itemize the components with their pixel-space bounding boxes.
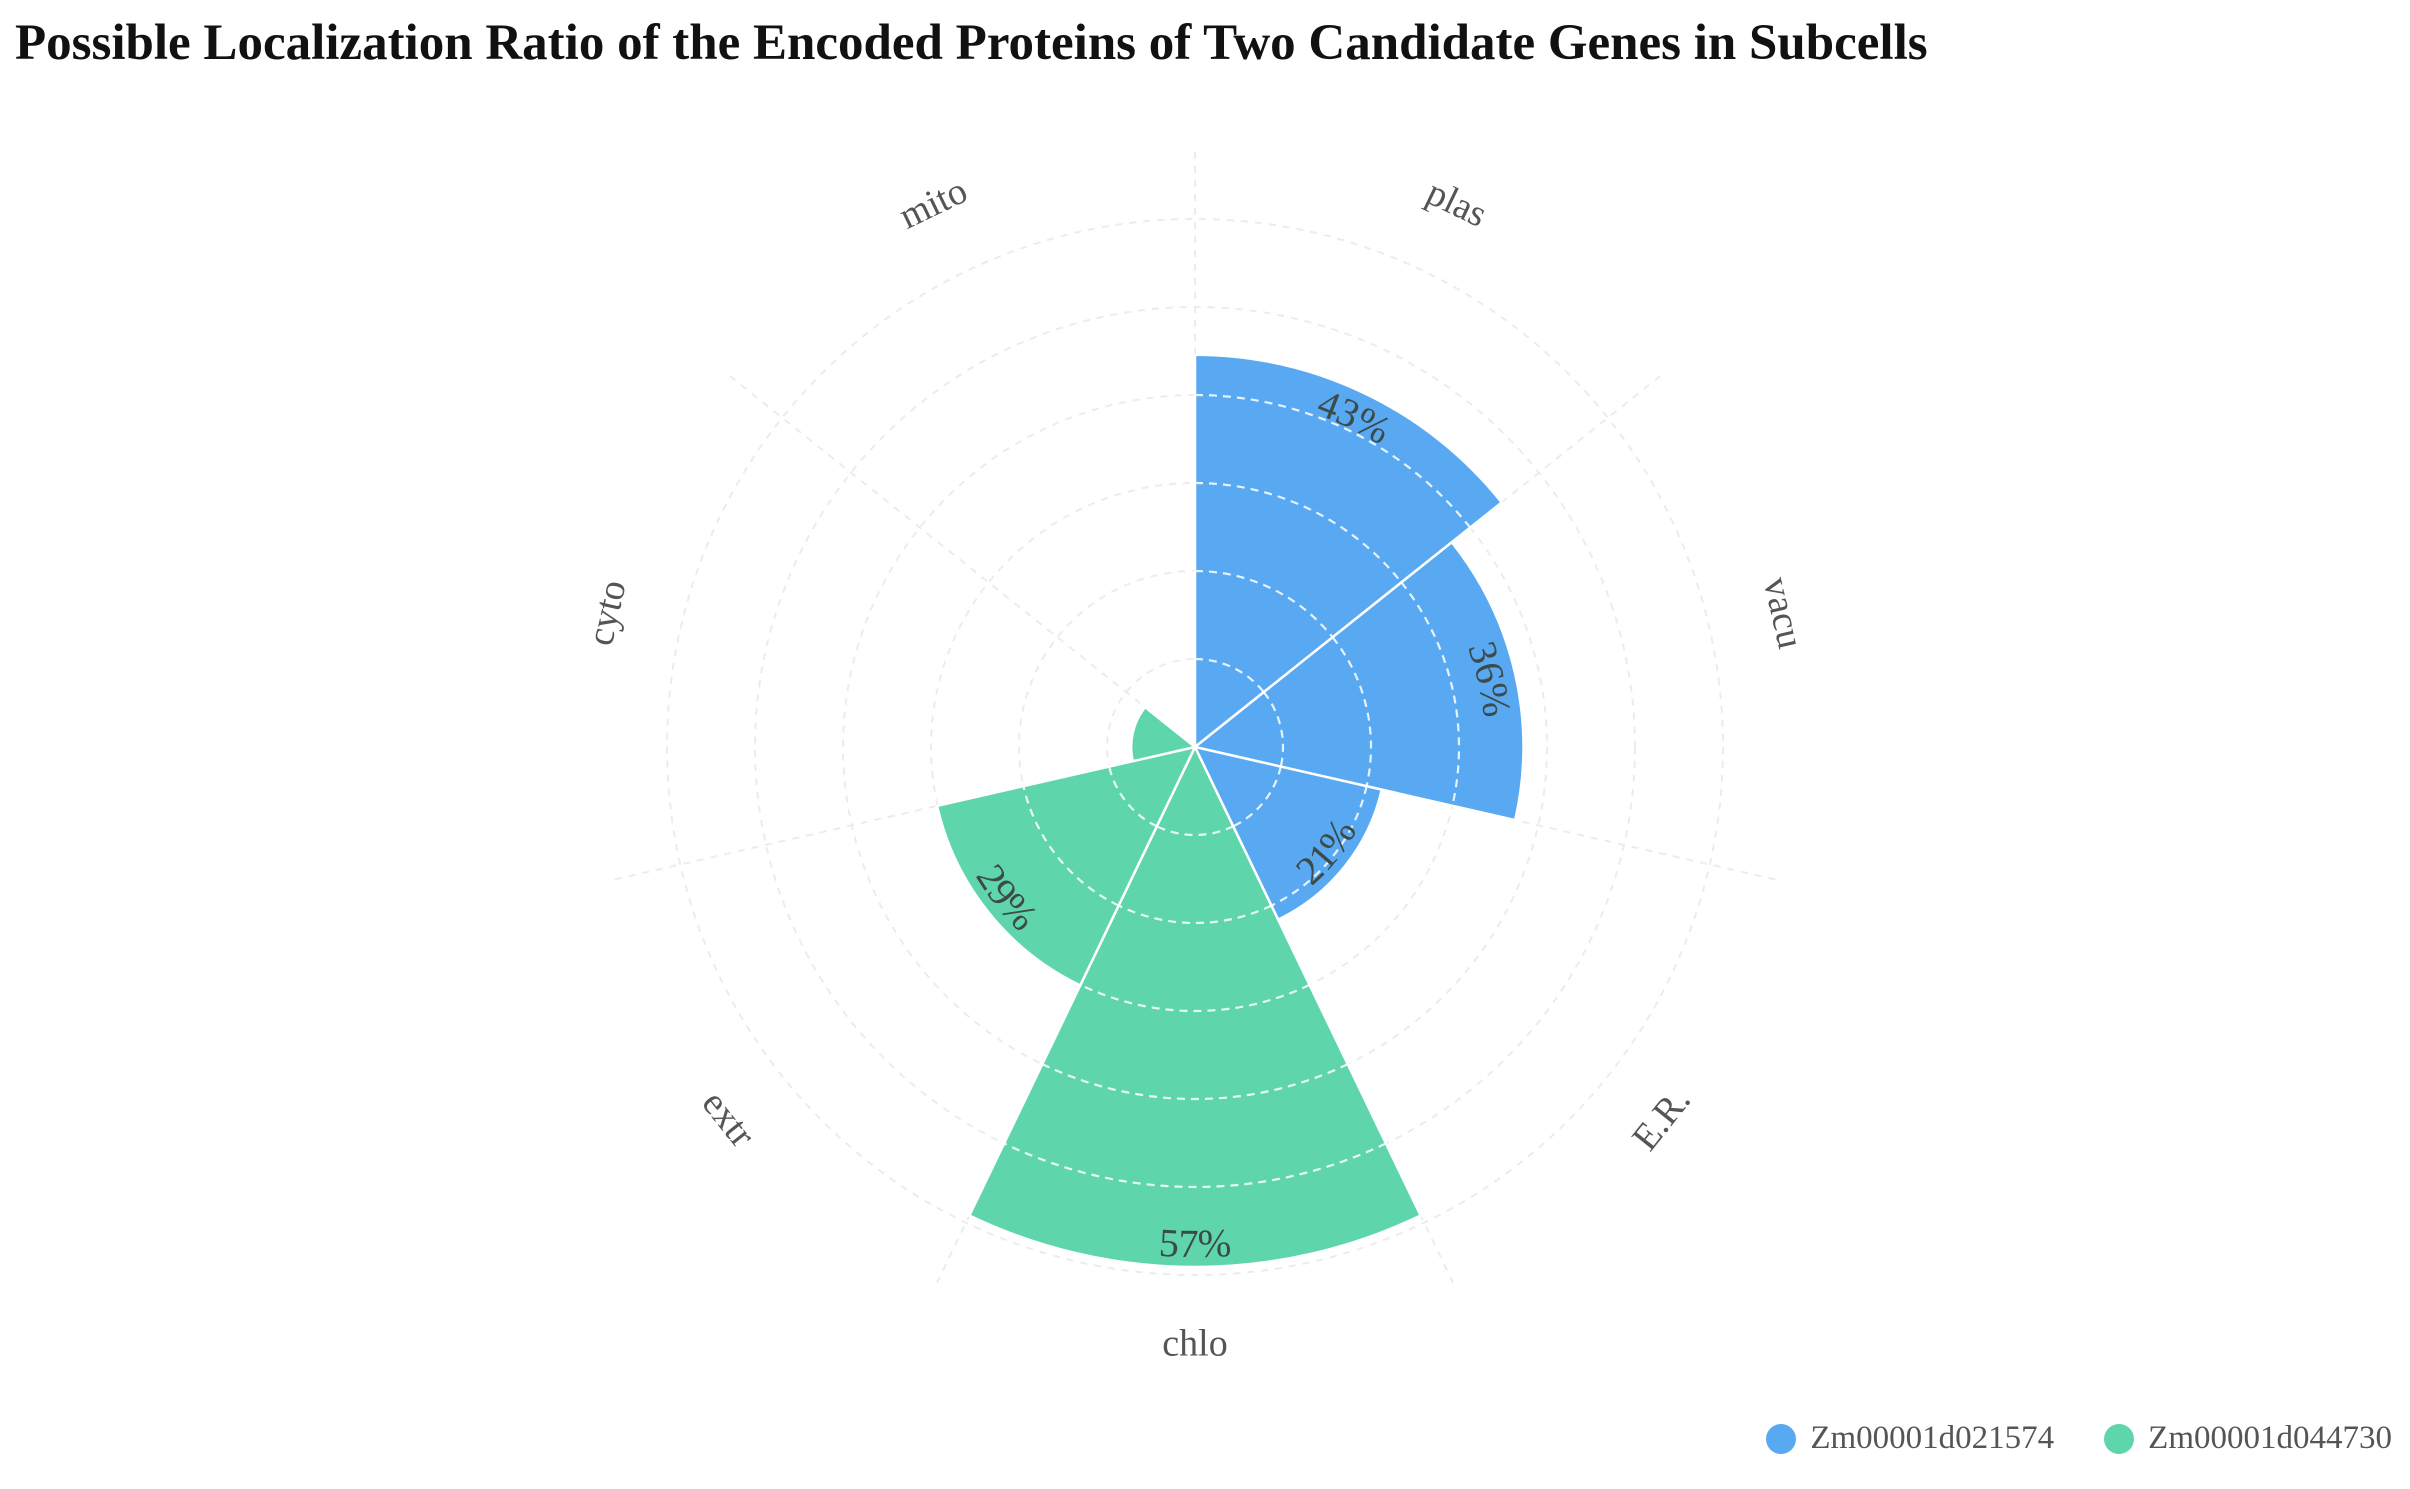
sector-gridline — [1003, 1142, 1387, 1189]
sector-vacu[interactable] — [1192, 540, 1525, 822]
sector-gridline — [1194, 481, 1403, 584]
sector-gridline — [1194, 657, 1265, 693]
chart-sectors — [935, 353, 1525, 1269]
sector-gridline — [1022, 785, 1120, 907]
value-label-chlo: 57% — [1158, 1220, 1232, 1266]
sector-gridline — [1108, 766, 1158, 828]
sector-gridline — [1118, 904, 1272, 925]
sector-cyto[interactable] — [1129, 705, 1198, 763]
category-label-cyto: cyto — [579, 576, 635, 649]
category-label-er: E.R. — [1624, 1080, 1699, 1159]
legend-label-series-1: Zm00001d021574 — [1810, 1420, 2055, 1456]
legend-item-series-2[interactable]: Zm00001d044730 — [2104, 1420, 2392, 1457]
legend-label-series-2: Zm00001d044730 — [2148, 1420, 2392, 1456]
sector-gridline — [1331, 636, 1373, 787]
legend-marker-series-1 — [1766, 1423, 1797, 1454]
sector-gridline — [1270, 785, 1368, 907]
sector-gridline — [1232, 766, 1282, 828]
chart-title: Possible Localization Ratio of the Encod… — [15, 15, 1928, 71]
legend: Zm00001d021574 Zm00001d044730 — [1766, 1420, 2392, 1457]
category-label-extr: extr — [694, 1083, 764, 1156]
sector-plas[interactable] — [1193, 353, 1504, 750]
sector-chlo[interactable] — [967, 744, 1423, 1269]
sector-gridline — [1041, 1063, 1349, 1101]
sector-gridline — [1400, 581, 1461, 806]
legend-item-series-1[interactable]: Zm00001d021574 — [1766, 1420, 2054, 1457]
category-label-chlo: chlo — [1162, 1323, 1227, 1365]
grid-spoke-7 — [725, 372, 1196, 748]
sector-gridline — [1194, 569, 1334, 638]
legend-marker-series-2 — [2104, 1423, 2135, 1454]
sector-gridline — [1262, 691, 1285, 767]
sector-er[interactable] — [1192, 745, 1384, 922]
category-label-vacu: vacu — [1755, 573, 1812, 652]
grid-circle-6 — [666, 218, 1724, 1276]
sector-gridline — [1079, 983, 1311, 1013]
sector-gridline — [1194, 393, 1472, 529]
category-label-plas: plas — [1420, 171, 1493, 235]
category-label-mito: mito — [893, 169, 974, 237]
sector-gridline — [1156, 825, 1234, 837]
inner-grid — [1003, 393, 1472, 1189]
